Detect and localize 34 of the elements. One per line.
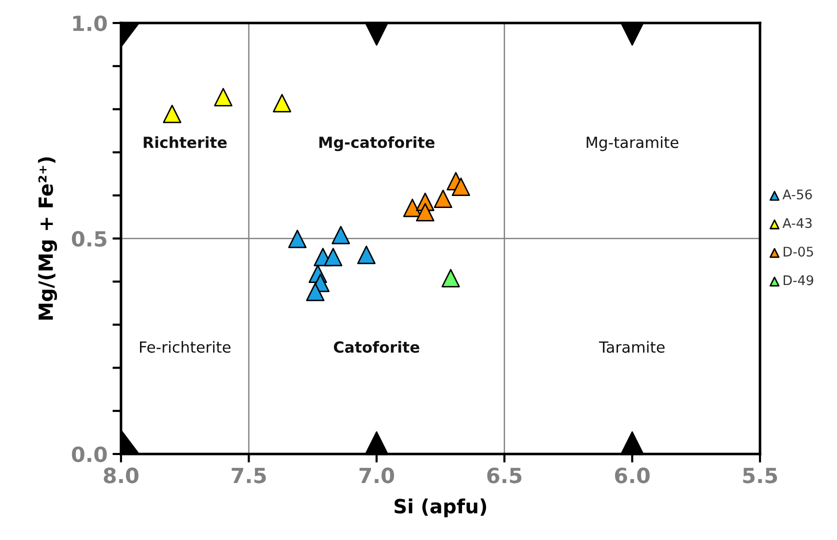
annotation: Mg-taramite <box>586 136 678 152</box>
x-tick-label: 7.5 <box>232 468 266 484</box>
legend-label: A-43 <box>782 218 812 228</box>
point <box>162 104 182 124</box>
annotation: Mg-catoforite <box>319 136 434 152</box>
point <box>434 190 452 208</box>
x-tick-label: 7.0 <box>360 468 394 484</box>
point <box>357 246 376 264</box>
y-tick-label: 1.0 <box>73 15 107 32</box>
x-tick-label: 8.0 <box>104 468 138 484</box>
annotation: Taramite <box>598 341 665 353</box>
point <box>452 178 470 196</box>
legend-label: A-56 <box>782 189 812 200</box>
point <box>403 198 422 218</box>
point <box>306 282 324 302</box>
point <box>442 268 460 288</box>
x-tick-label: 6.0 <box>615 468 650 484</box>
annotation: Catoforite <box>334 341 420 353</box>
x-tick-label: 6.5 <box>487 468 522 484</box>
legend-label: D-49 <box>784 275 814 286</box>
point <box>416 203 434 222</box>
annotation: Fe-richterite <box>140 341 230 353</box>
y-tick-label: 0.0 <box>72 446 107 462</box>
x-axis-title: Si (apfu) <box>394 498 486 518</box>
y-axis-title: Mg/(Mg + Fe²⁺) <box>38 157 58 320</box>
annotation: Richterite <box>144 136 227 148</box>
point <box>214 88 232 106</box>
y-tick-label: 0.5 <box>72 230 106 247</box>
point <box>288 230 307 248</box>
legend-label: D-05 <box>784 246 813 257</box>
point <box>272 94 292 112</box>
point <box>324 248 342 266</box>
point <box>332 226 350 244</box>
x-tick-label: 5.5 <box>743 468 777 484</box>
